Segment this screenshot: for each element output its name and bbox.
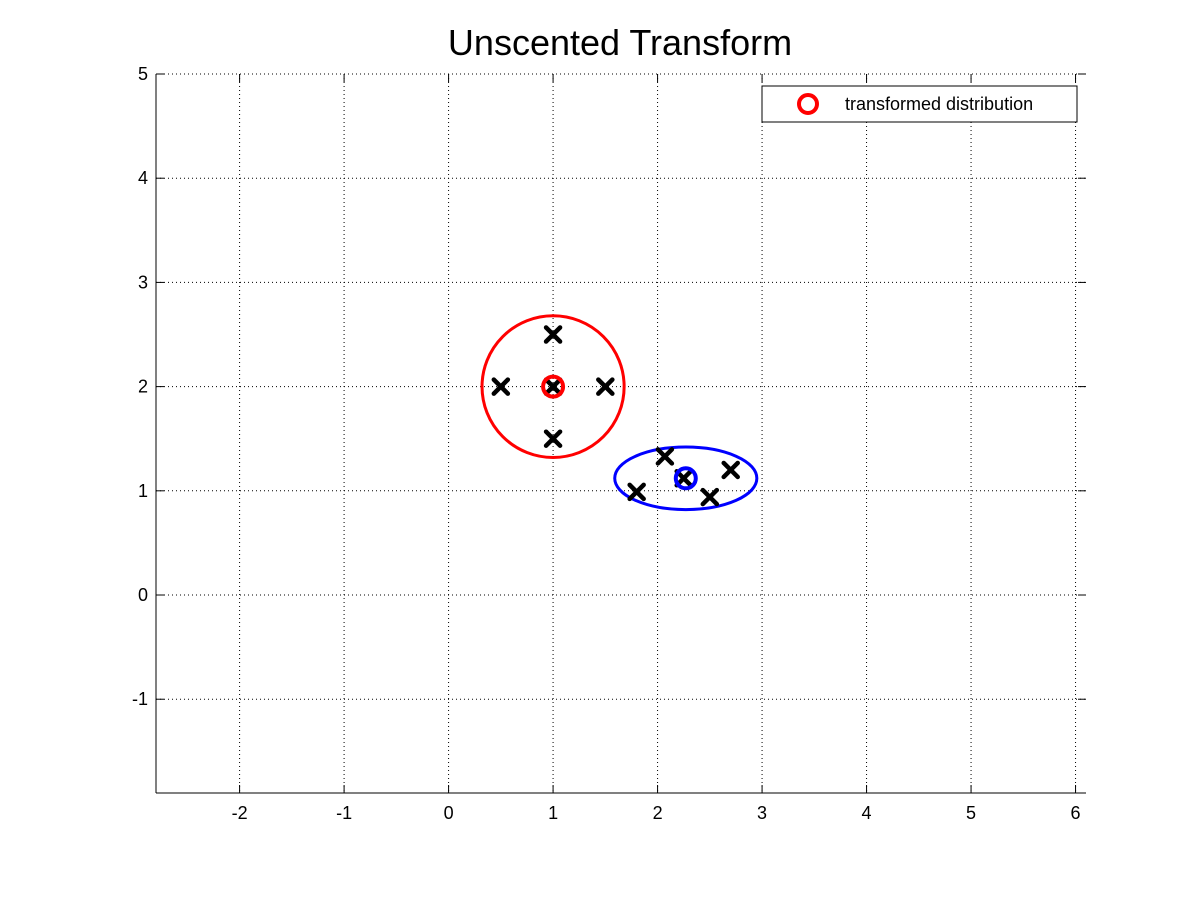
sigma-point-x-marker <box>543 429 563 448</box>
sigma-point-x-marker <box>627 482 646 502</box>
x-tick-label: -2 <box>232 803 248 823</box>
mean-circle-marker <box>673 466 698 491</box>
x-tick-label: -1 <box>336 803 352 823</box>
plot-area <box>480 314 759 512</box>
sigma-point-stroke <box>491 377 511 396</box>
legend-label: transformed distribution <box>845 94 1033 114</box>
x-tick-label: 1 <box>548 803 558 823</box>
x-tick-label: 5 <box>966 803 976 823</box>
x-axis-tick-labels: -2 -1 0 1 2 3 4 5 6 <box>232 803 1081 823</box>
y-tick-label: 3 <box>138 272 148 292</box>
sigma-point-stroke <box>596 377 615 396</box>
y-tick-label: -1 <box>132 689 148 709</box>
sigma-point-stroke <box>543 429 563 448</box>
legend-box <box>761 85 1078 123</box>
legend: transformed distribution <box>761 85 1078 123</box>
sigma-point-x-marker <box>543 325 563 344</box>
sigma-point-x-marker <box>491 377 511 396</box>
axis-ticks <box>156 73 1086 793</box>
covariance-ellipse <box>613 445 759 512</box>
sigma-point-x-marker <box>721 460 740 480</box>
chart-title: Unscented Transform <box>448 22 792 63</box>
y-tick-label: 0 <box>138 585 148 605</box>
sigma-point-stroke <box>721 460 740 480</box>
y-tick-label: 5 <box>138 64 148 84</box>
x-tick-label: 0 <box>444 803 454 823</box>
sigma-point-stroke <box>543 325 563 344</box>
x-tick-label: 3 <box>757 803 767 823</box>
legend-marker-circle-icon <box>797 93 819 115</box>
sigma-point-x-marker <box>543 377 563 396</box>
y-tick-label: 2 <box>138 377 148 397</box>
covariance-ellipse <box>480 314 626 459</box>
sigma-point-stroke <box>700 487 720 507</box>
y-tick-label: 1 <box>138 481 148 501</box>
y-tick-label: 4 <box>138 168 148 188</box>
x-tick-label: 2 <box>653 803 663 823</box>
sigma-point-x-marker <box>700 487 720 507</box>
sigma-point-stroke <box>627 482 646 502</box>
sigma-point-stroke <box>543 377 563 396</box>
axes-box <box>155 74 1086 794</box>
sigma-point-x-marker <box>655 447 675 466</box>
mean-circle-marker <box>541 374 566 399</box>
y-axis-tick-labels: -1 0 1 2 3 4 5 <box>132 64 148 709</box>
x-tick-label: 4 <box>862 803 872 823</box>
x-tick-label: 6 <box>1071 803 1081 823</box>
sigma-point-x-marker <box>596 377 615 396</box>
sigma-point-stroke <box>655 447 675 466</box>
